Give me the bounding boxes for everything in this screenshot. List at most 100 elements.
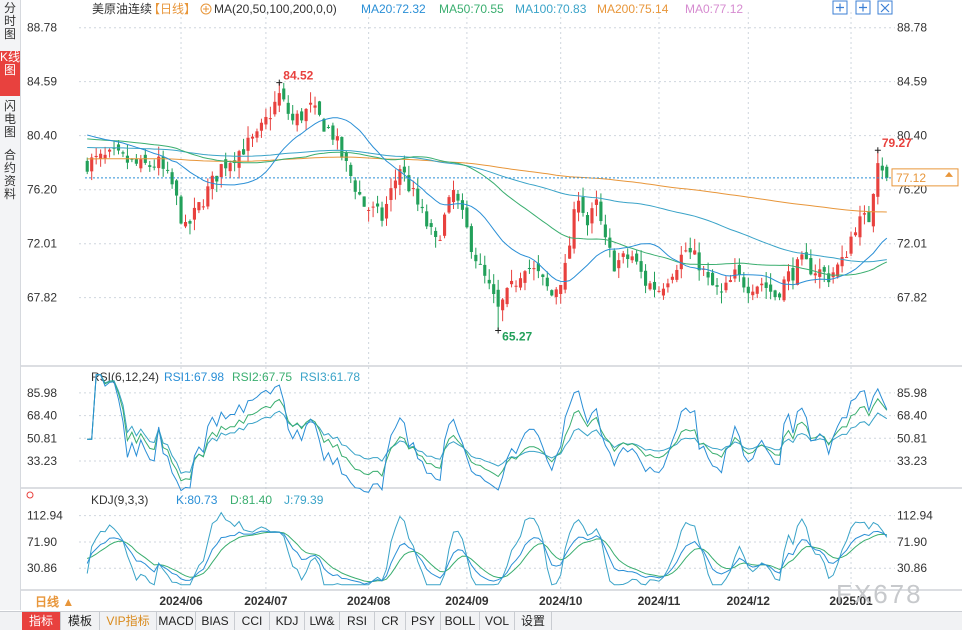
candle-5[interactable] xyxy=(108,148,112,158)
candle-30[interactable] xyxy=(219,163,223,188)
candle-146[interactable] xyxy=(737,258,741,282)
candle-178[interactable] xyxy=(880,157,884,180)
candle-26[interactable] xyxy=(201,199,205,210)
candle-74[interactable] xyxy=(416,178,420,212)
candle-128[interactable] xyxy=(657,286,661,293)
candle-13[interactable] xyxy=(143,148,147,165)
candle-107[interactable] xyxy=(563,254,567,294)
candle-166[interactable] xyxy=(827,265,831,288)
candle-69[interactable] xyxy=(393,169,397,200)
candle-150[interactable] xyxy=(755,285,759,299)
candle-138[interactable] xyxy=(702,265,706,277)
candle-20[interactable] xyxy=(175,179,179,206)
candle-145[interactable] xyxy=(733,258,737,283)
candle-65[interactable] xyxy=(376,195,380,214)
candle-92[interactable] xyxy=(496,279,500,331)
indicator-tab-4[interactable]: BIAS xyxy=(196,612,235,630)
candle-61[interactable] xyxy=(358,180,362,196)
candle-100[interactable] xyxy=(532,260,536,281)
candle-87[interactable] xyxy=(474,247,478,269)
close-icon[interactable] xyxy=(877,0,893,15)
candle-22[interactable] xyxy=(183,214,188,229)
candle-58[interactable] xyxy=(344,151,348,172)
fullscreen-icon[interactable] xyxy=(855,0,871,15)
candle-176[interactable] xyxy=(871,193,875,233)
candle-42[interactable] xyxy=(273,91,277,117)
candle-54[interactable] xyxy=(326,124,330,129)
candle-32[interactable] xyxy=(228,160,232,178)
candle-4[interactable] xyxy=(103,146,107,164)
candle-159[interactable] xyxy=(795,257,799,286)
candle-130[interactable] xyxy=(666,278,670,293)
candle-102[interactable] xyxy=(541,273,545,286)
candle-99[interactable] xyxy=(527,259,531,274)
candle-52[interactable] xyxy=(317,100,322,117)
candle-108[interactable] xyxy=(568,236,572,259)
candle-106[interactable] xyxy=(559,284,563,304)
candle-157[interactable] xyxy=(786,264,791,291)
candle-119[interactable] xyxy=(617,252,621,279)
candle-71[interactable] xyxy=(402,155,406,182)
indicator-tab-0[interactable]: 指标 xyxy=(22,612,61,630)
candle-8[interactable] xyxy=(121,150,125,158)
candle-113[interactable] xyxy=(590,202,594,234)
candle-162[interactable] xyxy=(809,249,813,276)
candle-168[interactable] xyxy=(836,262,840,279)
candle-133[interactable] xyxy=(679,246,683,279)
candle-77[interactable] xyxy=(429,219,433,235)
indicator-tab-9[interactable]: CR xyxy=(375,612,406,630)
candle-70[interactable] xyxy=(398,165,402,196)
candle-163[interactable] xyxy=(813,264,817,284)
candle-49[interactable] xyxy=(304,108,308,131)
candle-175[interactable] xyxy=(867,205,871,223)
candle-34[interactable] xyxy=(237,149,241,179)
candle-179[interactable] xyxy=(885,164,889,182)
candle-48[interactable] xyxy=(300,108,304,124)
candle-172[interactable] xyxy=(853,227,858,237)
candle-97[interactable] xyxy=(518,272,523,291)
candle-15[interactable] xyxy=(152,159,156,171)
candle-101[interactable] xyxy=(536,255,540,279)
candle-158[interactable] xyxy=(791,257,795,290)
candle-149[interactable] xyxy=(751,284,755,301)
candle-11[interactable] xyxy=(134,154,138,166)
sidebar-tab-1[interactable]: 分时图 xyxy=(3,1,16,41)
candle-140[interactable] xyxy=(711,269,715,286)
candle-57[interactable] xyxy=(340,136,344,161)
candle-121[interactable] xyxy=(626,248,630,268)
candle-156[interactable] xyxy=(782,276,786,302)
candle-17[interactable] xyxy=(161,150,165,177)
candle-173[interactable] xyxy=(858,205,862,246)
candle-38[interactable] xyxy=(255,128,259,143)
candle-79[interactable] xyxy=(438,235,442,242)
candle-95[interactable] xyxy=(510,269,514,288)
sidebar-tab-3[interactable]: 闪电图 xyxy=(3,99,16,139)
candle-31[interactable] xyxy=(224,152,228,177)
add-icon[interactable] xyxy=(200,3,212,15)
candle-154[interactable] xyxy=(773,289,777,301)
sidebar-tab-4[interactable]: 合约资料 xyxy=(3,148,16,201)
candle-63[interactable] xyxy=(367,207,371,222)
candle-151[interactable] xyxy=(760,277,764,292)
candle-64[interactable] xyxy=(371,201,375,218)
expand-icon[interactable] xyxy=(832,0,848,15)
candle-131[interactable] xyxy=(670,273,674,284)
candle-111[interactable] xyxy=(581,187,585,217)
indicator-tab-10[interactable]: PSY xyxy=(406,612,441,630)
candle-135[interactable] xyxy=(688,237,692,260)
candle-88[interactable] xyxy=(478,253,482,265)
candle-142[interactable] xyxy=(719,283,724,304)
candle-25[interactable] xyxy=(197,201,201,214)
candle-44[interactable] xyxy=(282,82,286,102)
candle-1[interactable] xyxy=(90,153,94,181)
candle-60[interactable] xyxy=(353,177,357,200)
candle-124[interactable] xyxy=(639,250,643,279)
indicator-tab-1[interactable]: 模板 xyxy=(61,612,100,630)
candle-86[interactable] xyxy=(469,223,473,259)
candle-41[interactable] xyxy=(268,106,272,131)
indicator-tab-7[interactable]: LW& xyxy=(305,612,340,630)
candle-94[interactable] xyxy=(505,287,509,308)
candle-137[interactable] xyxy=(697,242,701,281)
candle-45[interactable] xyxy=(286,95,290,120)
